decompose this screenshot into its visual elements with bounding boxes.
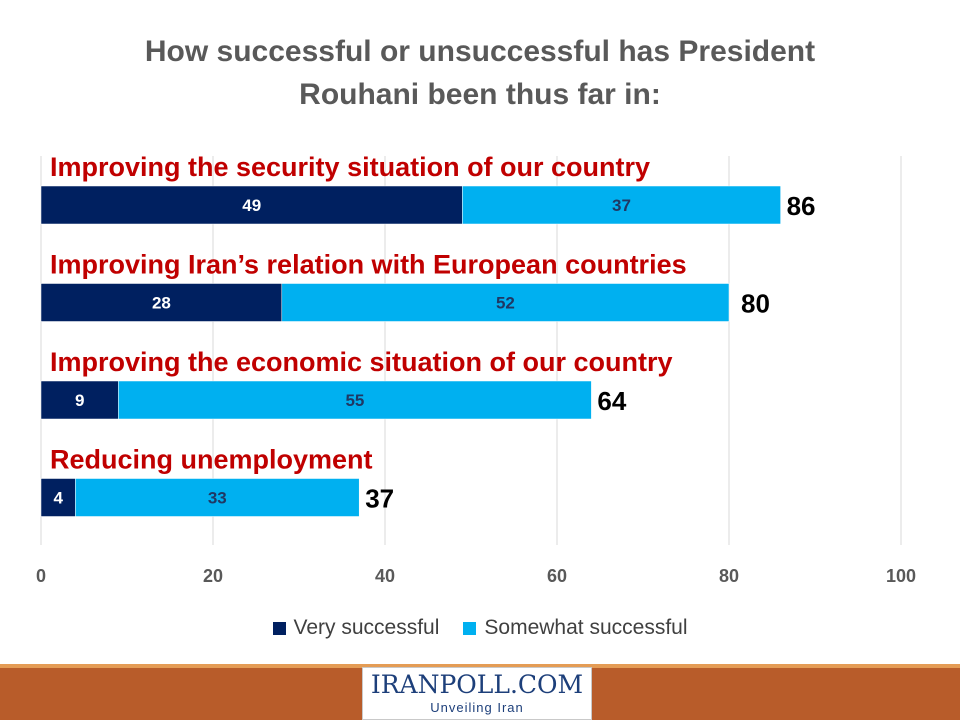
- legend-label-somewhat-successful: Somewhat successful: [484, 616, 688, 639]
- bar-very-successful: [40, 478, 76, 517]
- chart-title-line-1: How successful or unsuccessful has Presi…: [144, 35, 816, 68]
- total-label: 37: [365, 484, 394, 514]
- iranpoll-logo: IRANPOLL.COM Unveiling Iran: [362, 667, 592, 720]
- legend-label-very-successful: Very successful: [293, 616, 440, 639]
- logo-name: IRANPOLL.COM: [370, 670, 584, 699]
- category-label: Improving the economic situation of our …: [50, 347, 673, 377]
- category-label: Reducing unemployment: [50, 445, 373, 475]
- chart-legend: Very successful Somewhat successful: [0, 616, 960, 640]
- category-label: Improving Iran’s relation with European …: [50, 250, 687, 280]
- bar-very-successful: [40, 185, 463, 225]
- chart-title: How successful or unsuccessful has Presi…: [0, 30, 960, 116]
- bar-very-successful: [40, 283, 283, 322]
- x-tick-label: 100: [886, 566, 916, 586]
- legend-item-somewhat-successful: Somewhat successful: [463, 616, 688, 640]
- legend-swatch-very-successful: [272, 621, 286, 635]
- data-label: 52: [496, 294, 515, 313]
- data-label: 9: [75, 391, 84, 410]
- x-tick-label: 40: [375, 566, 395, 586]
- bar-very-successful: [40, 380, 119, 420]
- legend-item-very-successful: Very successful: [272, 616, 440, 640]
- data-label: 37: [612, 196, 631, 215]
- chart-title-line-2: Rouhani been thus far in:: [299, 78, 661, 111]
- data-label: 49: [242, 196, 261, 215]
- total-label: 86: [787, 191, 816, 221]
- legend-swatch-somewhat-successful: [463, 621, 477, 635]
- bar-somewhat-successful: [281, 283, 730, 322]
- bar-somewhat-successful: [462, 185, 781, 225]
- total-label: 80: [741, 289, 770, 319]
- total-label: 64: [597, 386, 626, 416]
- x-tick-label: 60: [547, 566, 567, 586]
- category-label: Improving the security situation of our …: [50, 152, 650, 182]
- bar-somewhat-successful: [118, 380, 592, 420]
- x-tick-label: 20: [203, 566, 223, 586]
- data-label: 28: [152, 294, 171, 313]
- x-tick-label: 0: [36, 566, 46, 586]
- footer-accent-line: [0, 664, 960, 668]
- data-label: 33: [208, 489, 227, 508]
- logo-tagline: Unveiling Iran: [430, 700, 524, 715]
- bar-somewhat-successful: [75, 478, 360, 517]
- data-label: 4: [53, 489, 63, 508]
- stacked-bar-chart: 0 20 40 60 80 100 Improving the security situa…: [36, 152, 916, 586]
- x-tick-label: 80: [719, 566, 739, 586]
- data-label: 55: [345, 391, 364, 410]
